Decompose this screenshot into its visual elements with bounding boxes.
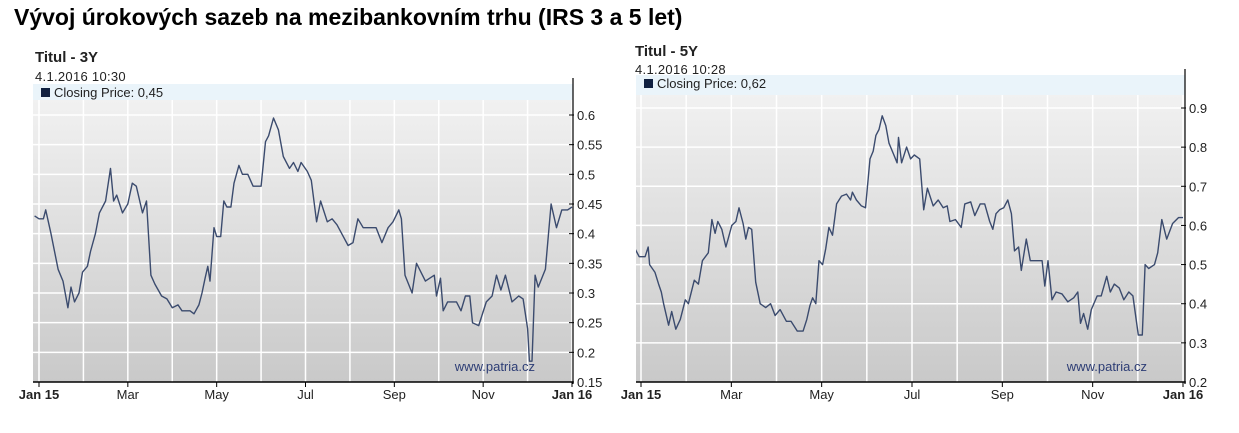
chart-3y-timestamp: 4.1.2016 10:30: [35, 69, 126, 84]
x-tick-label: Sep: [383, 387, 406, 402]
legend-marker: [41, 88, 50, 97]
legend-label: Closing Price: 0,45: [54, 85, 163, 100]
y-tick-label: 0.2: [577, 345, 595, 360]
chart-3y-title: Titul - 3Y: [35, 49, 99, 66]
legend-band: [33, 84, 573, 100]
y-tick-label: 0.55: [577, 138, 602, 153]
x-tick-label: Nov: [472, 387, 496, 402]
chart-5y-timestamp: 4.1.2016 10:28: [635, 62, 726, 77]
y-tick-label: 0.4: [577, 227, 595, 242]
y-tick-label: 0.35: [577, 256, 602, 271]
y-tick-label: 0.25: [577, 316, 602, 331]
plot-area: [33, 100, 573, 382]
chart-5y-title: Titul - 5Y: [635, 43, 699, 60]
x-tick-label: Jan 16: [552, 387, 592, 402]
y-tick-label: 0.6: [577, 108, 595, 123]
y-tick-label: 0.15: [577, 375, 602, 390]
x-tick-label: Mar: [117, 387, 140, 402]
page-title: Vývoj úrokových sazeb na mezibankovním t…: [14, 4, 683, 30]
series-line-closing-price: [34, 117, 573, 362]
x-tick-label: Jul: [297, 387, 314, 402]
x-tick-label: May: [204, 387, 229, 402]
y-tick-label: 0.5: [577, 167, 595, 182]
y-tick-label: 0.3: [577, 286, 595, 301]
y-tick-label: 0.45: [577, 197, 602, 212]
watermark: www.patria.cz: [454, 359, 535, 374]
x-tick-label: Jan 15: [19, 387, 59, 402]
